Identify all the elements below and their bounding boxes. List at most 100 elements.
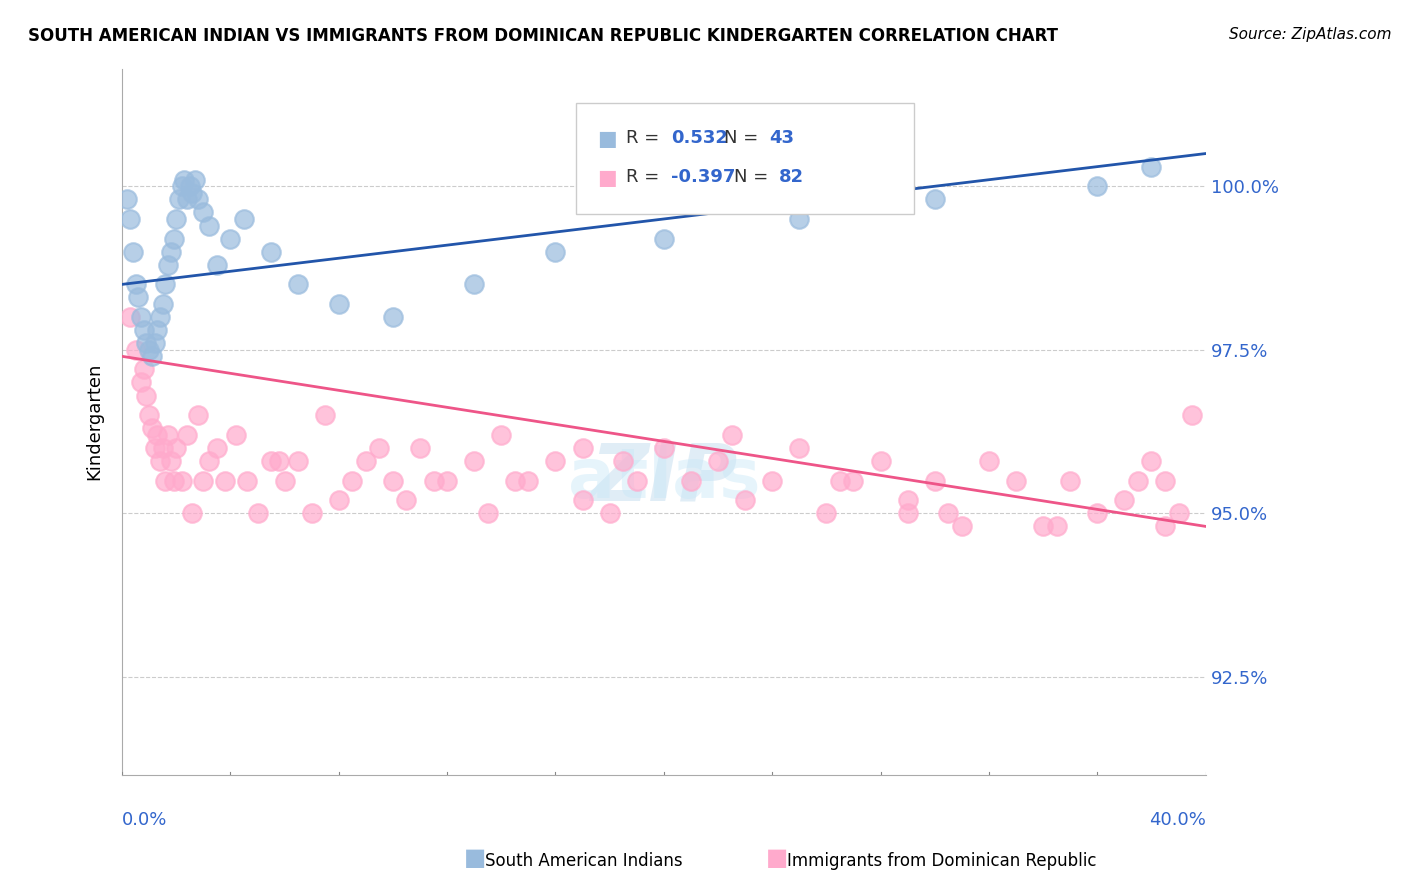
Point bbox=[146, 427, 169, 442]
Point bbox=[897, 506, 920, 520]
Point bbox=[761, 474, 783, 488]
Point bbox=[181, 186, 204, 200]
Point bbox=[1140, 160, 1163, 174]
Point bbox=[1114, 493, 1136, 508]
Point bbox=[1005, 474, 1028, 488]
Text: 82: 82 bbox=[779, 168, 804, 186]
Point bbox=[235, 474, 257, 488]
Point bbox=[146, 323, 169, 337]
Point bbox=[193, 205, 215, 219]
Point bbox=[652, 441, 675, 455]
Text: 0.0%: 0.0% bbox=[122, 811, 167, 829]
Text: N =: N = bbox=[724, 129, 763, 147]
Point bbox=[179, 179, 201, 194]
Point bbox=[477, 506, 499, 520]
Point bbox=[129, 376, 152, 390]
Point bbox=[787, 211, 810, 226]
Point bbox=[181, 506, 204, 520]
Point bbox=[260, 454, 283, 468]
Point bbox=[1167, 506, 1189, 520]
Point bbox=[1154, 519, 1177, 533]
Point bbox=[157, 258, 180, 272]
Point bbox=[544, 454, 567, 468]
Point bbox=[162, 231, 184, 245]
Point bbox=[1059, 474, 1081, 488]
Point bbox=[143, 336, 166, 351]
Point bbox=[1140, 454, 1163, 468]
Text: 0.532: 0.532 bbox=[671, 129, 727, 147]
Point bbox=[273, 474, 295, 488]
Point bbox=[626, 474, 648, 488]
Point bbox=[124, 277, 146, 292]
Point bbox=[157, 427, 180, 442]
Point bbox=[544, 244, 567, 259]
Point bbox=[205, 258, 228, 272]
Point bbox=[328, 493, 350, 508]
Point bbox=[155, 277, 177, 292]
Point bbox=[395, 493, 418, 508]
Point bbox=[409, 441, 432, 455]
Point bbox=[135, 336, 157, 351]
Point bbox=[132, 362, 155, 376]
Point bbox=[187, 408, 209, 422]
Point bbox=[314, 408, 336, 422]
Point bbox=[117, 192, 139, 206]
Text: 43: 43 bbox=[769, 129, 794, 147]
Point bbox=[197, 454, 219, 468]
Point bbox=[720, 427, 742, 442]
Point bbox=[1046, 519, 1069, 533]
Point bbox=[138, 408, 160, 422]
Point bbox=[734, 493, 756, 508]
Point bbox=[170, 179, 193, 194]
Point bbox=[491, 427, 513, 442]
Point bbox=[924, 192, 946, 206]
Point bbox=[127, 290, 149, 304]
Point bbox=[193, 474, 215, 488]
Point bbox=[159, 244, 181, 259]
Point bbox=[936, 506, 959, 520]
Point bbox=[1085, 506, 1108, 520]
Point bbox=[184, 172, 207, 186]
Point bbox=[214, 474, 236, 488]
Point bbox=[152, 441, 174, 455]
Point bbox=[225, 427, 247, 442]
Text: ■: ■ bbox=[766, 846, 789, 870]
Point bbox=[381, 310, 404, 324]
Point bbox=[924, 474, 946, 488]
Point bbox=[149, 310, 172, 324]
Text: Source: ZipAtlas.com: Source: ZipAtlas.com bbox=[1229, 27, 1392, 42]
Point bbox=[233, 211, 256, 226]
Point bbox=[124, 343, 146, 357]
Text: R =: R = bbox=[626, 129, 665, 147]
Point bbox=[149, 454, 172, 468]
Point bbox=[246, 506, 269, 520]
Point bbox=[599, 506, 621, 520]
Point bbox=[571, 493, 593, 508]
Point bbox=[122, 244, 145, 259]
Text: SOUTH AMERICAN INDIAN VS IMMIGRANTS FROM DOMINICAN REPUBLIC KINDERGARTEN CORRELA: SOUTH AMERICAN INDIAN VS IMMIGRANTS FROM… bbox=[28, 27, 1059, 45]
Point bbox=[287, 277, 309, 292]
Text: ■: ■ bbox=[598, 129, 617, 149]
Point bbox=[422, 474, 444, 488]
Point bbox=[368, 441, 391, 455]
Point bbox=[141, 349, 163, 363]
Point bbox=[787, 441, 810, 455]
Point bbox=[652, 231, 675, 245]
Point bbox=[342, 474, 364, 488]
Text: -0.397: -0.397 bbox=[671, 168, 735, 186]
Point bbox=[287, 454, 309, 468]
Point bbox=[463, 454, 485, 468]
Point bbox=[354, 454, 377, 468]
Point bbox=[155, 474, 177, 488]
Text: atlas: atlas bbox=[568, 445, 761, 512]
Point bbox=[571, 441, 593, 455]
Text: R =: R = bbox=[626, 168, 665, 186]
Text: South American Indians: South American Indians bbox=[485, 852, 683, 870]
Point bbox=[463, 277, 485, 292]
Point bbox=[143, 441, 166, 455]
Point bbox=[170, 474, 193, 488]
Point bbox=[162, 474, 184, 488]
Point bbox=[815, 506, 838, 520]
Point bbox=[120, 310, 142, 324]
Point bbox=[301, 506, 323, 520]
